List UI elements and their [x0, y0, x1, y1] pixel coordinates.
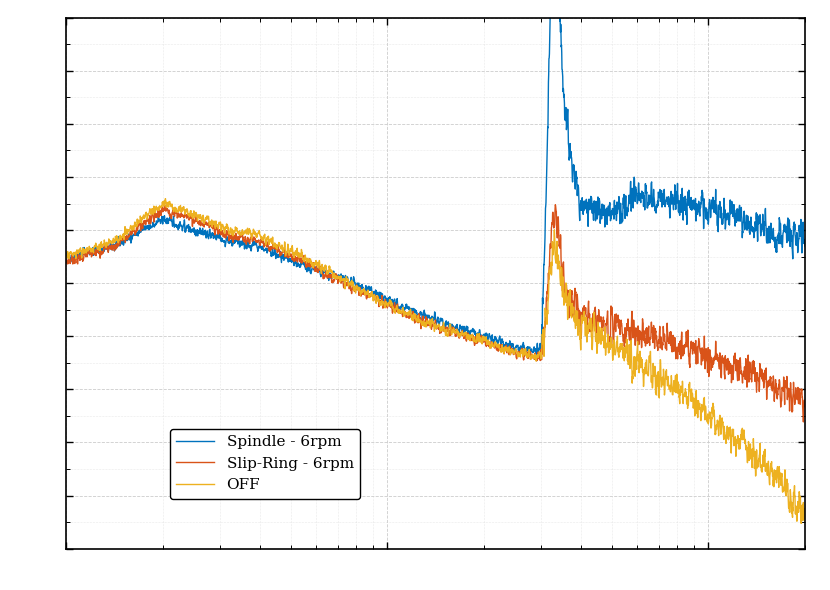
OFF — [377, 299, 387, 306]
Line: Spindle - 6rpm: Spindle - 6rpm — [66, 0, 805, 356]
OFF — [786, 495, 796, 502]
Spindle - 6rpm — [145, 225, 155, 232]
Slip-Ring - 6rpm — [377, 293, 387, 300]
Slip-Ring - 6rpm — [798, 418, 808, 425]
Spindle - 6rpm — [800, 243, 810, 250]
OFF — [145, 207, 155, 214]
OFF — [190, 213, 200, 220]
OFF — [800, 517, 810, 525]
Spindle - 6rpm — [531, 352, 541, 359]
Spindle - 6rpm — [61, 254, 71, 261]
Spindle - 6rpm — [786, 227, 796, 234]
Spindle - 6rpm — [706, 196, 716, 204]
Line: OFF: OFF — [66, 199, 805, 523]
OFF — [160, 195, 170, 202]
Spindle - 6rpm — [377, 290, 387, 297]
Slip-Ring - 6rpm — [800, 401, 810, 408]
Slip-Ring - 6rpm — [189, 218, 199, 225]
Spindle - 6rpm — [189, 228, 199, 235]
OFF — [61, 253, 71, 260]
Slip-Ring - 6rpm — [344, 283, 354, 290]
Slip-Ring - 6rpm — [550, 201, 560, 208]
Slip-Ring - 6rpm — [145, 220, 155, 227]
Slip-Ring - 6rpm — [706, 366, 716, 373]
Legend: Spindle - 6rpm, Slip-Ring - 6rpm, OFF: Spindle - 6rpm, Slip-Ring - 6rpm, OFF — [170, 429, 360, 499]
Spindle - 6rpm — [344, 280, 354, 287]
Line: Slip-Ring - 6rpm: Slip-Ring - 6rpm — [66, 205, 805, 422]
OFF — [345, 281, 355, 288]
OFF — [706, 424, 716, 431]
OFF — [797, 520, 807, 527]
Slip-Ring - 6rpm — [61, 255, 71, 263]
Slip-Ring - 6rpm — [786, 384, 796, 391]
